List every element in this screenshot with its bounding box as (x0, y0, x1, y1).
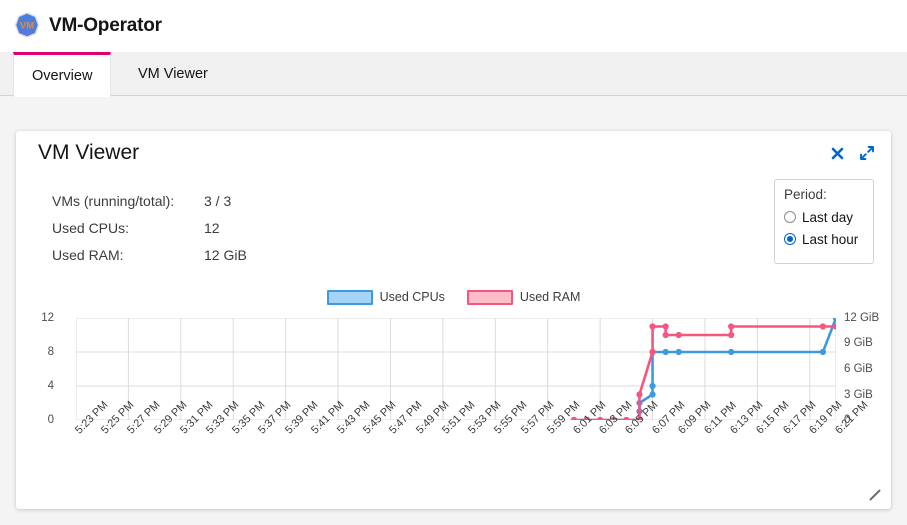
vm-operator-logo-icon: VM (14, 12, 40, 38)
period-option-last-day-label: Last day (802, 209, 854, 225)
legend-label-used-cpus: Used CPUs (379, 290, 445, 304)
legend-swatch-used-cpus (326, 289, 373, 305)
stat-value-cpus: 12 (204, 219, 220, 236)
stat-row: Used CPUs: 12 (52, 214, 247, 241)
resize-handle-icon[interactable] (867, 487, 883, 503)
svg-text:VM: VM (20, 20, 34, 31)
y-left-tick-12: 12 (41, 312, 54, 324)
period-option-last-hour-label: Last hour (802, 231, 859, 247)
period-option-last-hour[interactable]: Last hour (784, 228, 873, 250)
stat-label-cpus: Used CPUs: (52, 219, 130, 236)
chart-legend: Used CPUs Used RAM (16, 286, 891, 308)
card-actions (827, 143, 877, 163)
legend-item-used-cpus[interactable]: Used CPUs (326, 289, 445, 305)
period-option-last-day[interactable]: Last day (784, 206, 873, 228)
radio-last-hour[interactable] (784, 233, 796, 245)
radio-last-day[interactable] (784, 211, 796, 223)
period-selector: Period: Last day Last hour (774, 179, 874, 264)
vm-viewer-card: VM Viewer VMs (running/total): 3 / 3 Use… (16, 131, 891, 509)
tab-overview[interactable]: Overview (13, 52, 112, 97)
plot-area: 12 8 4 0 12 GiB 9 GiB 6 GiB 3 GiB 0 5:23… (16, 310, 891, 510)
chart-svg (76, 318, 836, 420)
stat-label-ram: Used RAM: (52, 246, 124, 263)
y-left-tick-8: 8 (47, 346, 54, 358)
y-right-tick-3: 3 GiB (844, 389, 873, 401)
stat-value-vms: 3 / 3 (204, 192, 232, 209)
y-right-tick-6: 6 GiB (844, 363, 873, 375)
tab-vm-viewer[interactable]: VM Viewer (120, 52, 226, 96)
y-left-tick-0: 0 (47, 414, 54, 426)
vm-stats: VMs (running/total): 3 / 3 Used CPUs: 12… (52, 187, 247, 268)
app-header: VM VM-Operator (0, 0, 907, 52)
card-title: VM Viewer (38, 141, 140, 164)
app-title: VM-Operator (49, 14, 162, 36)
tab-bar: Overview VM Viewer (0, 52, 907, 97)
plot-canvas (76, 318, 836, 420)
usage-chart: Used CPUs Used RAM 12 8 4 0 12 GiB 9 GiB… (16, 286, 891, 509)
y-right-tick-0: 0 (844, 414, 851, 426)
legend-item-used-ram[interactable]: Used RAM (466, 289, 581, 305)
legend-label-used-ram: Used RAM (519, 290, 581, 304)
y-right-tick-9: 9 GiB (844, 337, 873, 349)
stat-row: VMs (running/total): 3 / 3 (52, 187, 247, 214)
y-right-tick-12: 12 GiB (844, 312, 880, 324)
period-title: Period: (784, 187, 827, 202)
stat-value-ram: 12 GiB (204, 246, 247, 263)
tab-vm-viewer-label: VM Viewer (138, 66, 208, 82)
close-icon[interactable] (827, 143, 847, 163)
tab-overview-label: Overview (32, 68, 93, 84)
app-brand: VM VM-Operator (14, 12, 162, 38)
x-axis-labels: 5:23 PM 5:25 PM 5:27 PM 5:29 PM 5:31 PM 5:33 … (16, 399, 891, 508)
stat-row: Used RAM: 12 GiB (52, 241, 247, 268)
legend-swatch-used-ram (466, 289, 513, 305)
stat-label-vms: VMs (running/total): (52, 192, 175, 209)
expand-icon[interactable] (857, 143, 877, 163)
y-left-tick-4: 4 (47, 380, 54, 392)
